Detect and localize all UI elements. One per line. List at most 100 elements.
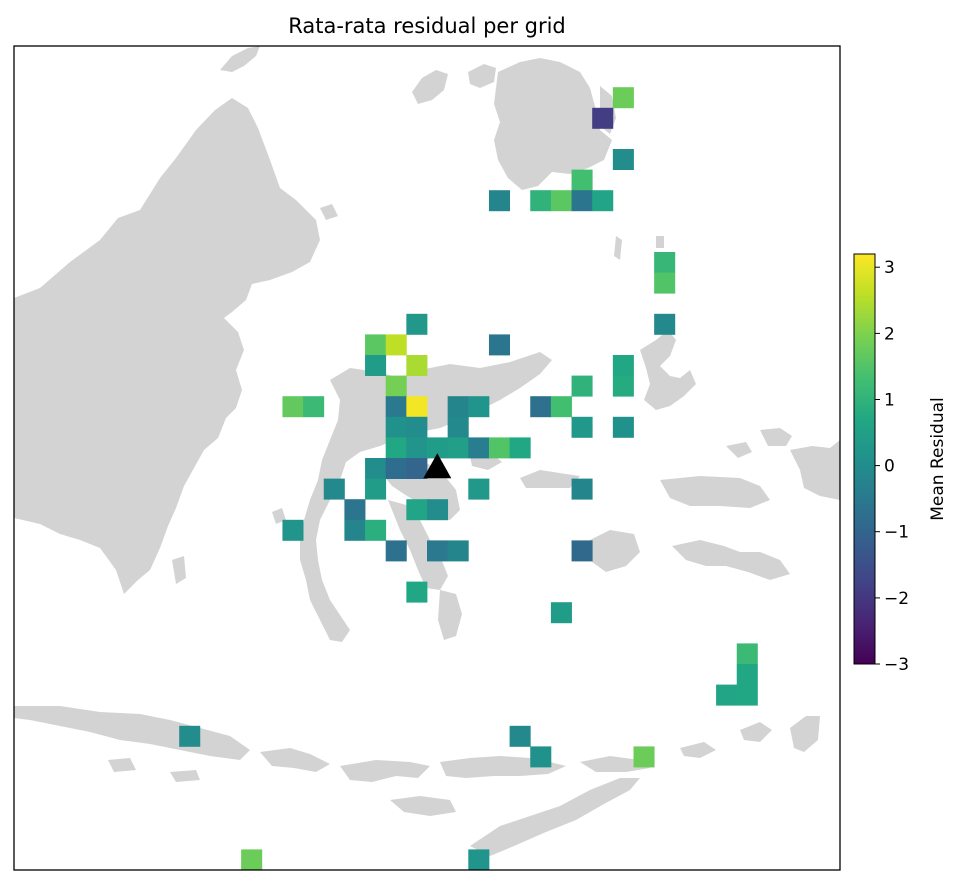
- grid-cell-26: [447, 396, 469, 418]
- grid-cell-50: [406, 499, 428, 521]
- sulu-islet-1: [320, 204, 338, 220]
- grid-cell-36: [406, 437, 428, 459]
- map-frame: [13, 45, 841, 871]
- colorbar-ticks: 3 2 1 0 −1 −2 −3: [875, 258, 909, 675]
- station-marker-triangle: [423, 453, 452, 479]
- grid-cell-27: [468, 396, 490, 418]
- grid-cell-24: [385, 396, 407, 418]
- grid-cell-57: [447, 540, 469, 562]
- grid-cell-52: [282, 519, 304, 541]
- grid-cell-35: [385, 437, 407, 459]
- grid-cell-58: [571, 540, 593, 562]
- timor-island: [470, 778, 640, 856]
- small-isle-sw: [170, 770, 200, 782]
- grid-cell-14: [385, 334, 407, 356]
- grid-cell-31: [406, 416, 428, 438]
- grid-cell-37: [427, 437, 449, 459]
- grid-cell-64: [736, 684, 758, 706]
- sangihe-islets: [614, 236, 622, 260]
- aru-isle: [790, 716, 820, 752]
- grid-cell-42: [365, 458, 387, 479]
- grid-cell-56: [427, 540, 449, 562]
- colorbar-tick-label-1: 2: [884, 324, 895, 344]
- colorbar-tick-label-4: −1: [884, 523, 909, 543]
- island-east-2: [760, 428, 792, 446]
- grid-cell-48: [571, 478, 593, 500]
- grid-cell-46: [365, 478, 387, 500]
- buton-island: [438, 590, 462, 640]
- island-east-1: [672, 540, 790, 580]
- grid-cell-20: [571, 375, 593, 397]
- small-isle-south: [108, 758, 136, 772]
- chart-title: Rata-rata residual per grid: [288, 14, 566, 38]
- grid-cell-41: [509, 437, 531, 459]
- grid-cell-67: [530, 746, 552, 768]
- borneo-landmass: [14, 98, 320, 594]
- grid-cell-54: [365, 519, 387, 541]
- grid-cell-9: [654, 252, 676, 273]
- sulawesi-south-arm: [388, 500, 448, 590]
- buru-island: [590, 530, 640, 572]
- karimata-islet: [172, 556, 186, 584]
- grid-cell-12: [654, 313, 676, 335]
- sulu-islet-2: [276, 196, 296, 212]
- seram-island: [660, 476, 770, 508]
- grid-cell-8: [592, 190, 614, 212]
- grid-cell-51: [427, 499, 449, 521]
- borneo-north-tip: [220, 46, 260, 72]
- grid-cell-2: [612, 149, 634, 170]
- grid-cell-32: [447, 416, 469, 438]
- map-area: [14, 46, 840, 870]
- small-moluccan-isle: [726, 442, 752, 458]
- grid-cell-0: [612, 87, 634, 109]
- grid-cell-45: [323, 478, 345, 500]
- bali-lombok: [260, 748, 330, 772]
- colorbar-gradient: [853, 253, 876, 665]
- banda-isle-2: [740, 722, 772, 742]
- grid-cell-15: [488, 334, 510, 356]
- grid-cell-65: [179, 725, 201, 747]
- sumba-island: [390, 796, 456, 816]
- grid-cell-1: [592, 107, 614, 129]
- grid-cell-6: [550, 190, 572, 212]
- grid-cell-11: [406, 313, 428, 335]
- talaud-islet: [656, 236, 664, 248]
- grid-cell-30: [385, 416, 407, 438]
- grid-cell-68: [633, 746, 655, 768]
- alor-wetar: [580, 756, 650, 772]
- new-guinea-west: [790, 440, 840, 500]
- grid-cell-44: [406, 458, 428, 479]
- sulawesi-island: [300, 352, 552, 642]
- colorbar-tick-label-3: 0: [884, 457, 895, 477]
- philippines-isle-2: [468, 64, 496, 88]
- colorbar-tick-label-0: 3: [884, 258, 895, 278]
- colorbar-tick-label-2: 1: [884, 391, 895, 411]
- grid-cell-69: [241, 849, 263, 870]
- grid-cell-60: [550, 602, 572, 624]
- grid-cell-17: [406, 355, 428, 376]
- mindanao-island: [494, 58, 612, 190]
- grid-cell-33: [571, 416, 593, 438]
- grid-cell-61: [736, 643, 758, 665]
- grid-cell-4: [488, 190, 510, 212]
- grid-cell-53: [344, 519, 366, 541]
- grid-cell-39: [468, 437, 490, 459]
- grid-cell-28: [530, 396, 552, 418]
- grid-cell-29: [550, 396, 572, 418]
- sula-island: [520, 470, 580, 488]
- grid-cell-70: [468, 849, 490, 870]
- heatmap-cells: [179, 87, 758, 870]
- grid-cell-62: [736, 664, 758, 685]
- grid-cell-5: [530, 190, 552, 212]
- grid-cell-16: [365, 355, 387, 376]
- grid-cell-10: [654, 272, 676, 294]
- sumbawa-island: [340, 760, 430, 782]
- grid-cell-7: [571, 190, 593, 212]
- grid-cell-21: [612, 375, 634, 397]
- grid-cell-47: [468, 478, 490, 500]
- philippines-north-isle: [412, 70, 448, 104]
- grid-cell-40: [488, 437, 510, 459]
- colorbar: 3 2 1 0 −1 −2 −3 Mean Residual: [853, 253, 948, 675]
- banda-isle-1: [680, 742, 716, 758]
